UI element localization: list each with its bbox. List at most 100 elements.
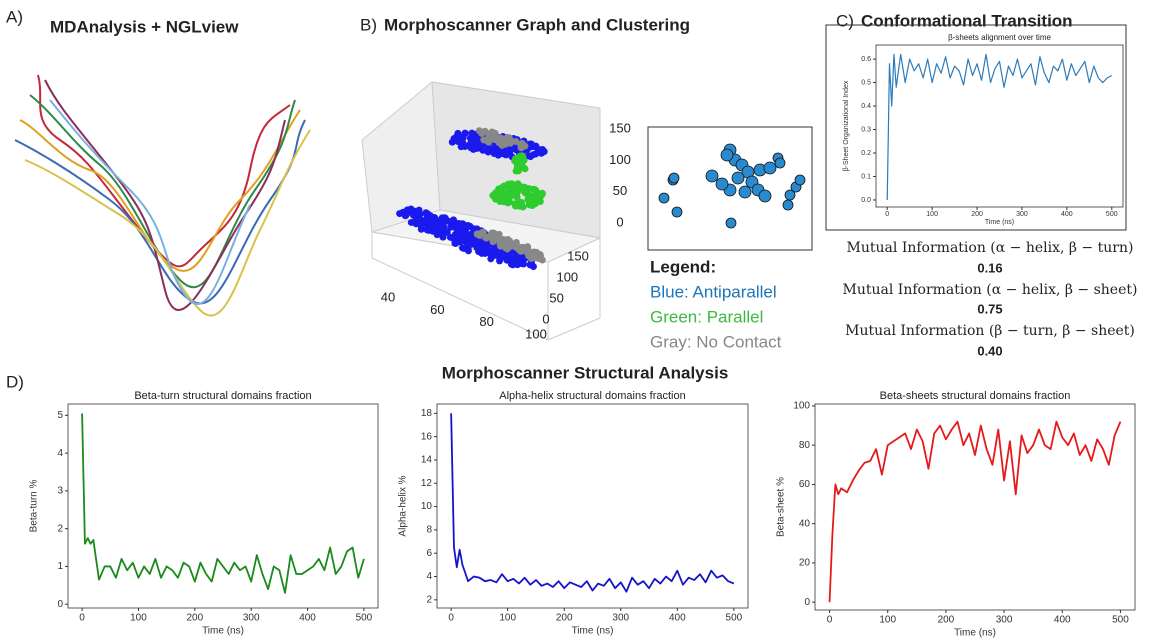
chart-frame	[826, 25, 1126, 230]
mi-value: 0.40	[977, 343, 1002, 358]
x-tick-label: 100	[499, 613, 516, 624]
x-axis-label: Time (ns)	[572, 626, 614, 637]
graph-node	[726, 218, 736, 228]
y-tick-label: 0.1	[861, 173, 871, 180]
graph-node	[759, 190, 771, 202]
chart-title: Beta-sheets structural domains fraction	[880, 390, 1071, 402]
x-tick-label: 100	[130, 613, 147, 624]
x-tick-label: 200	[556, 613, 573, 624]
protein-render	[15, 75, 310, 316]
x-axis-label: Time (ns)	[985, 219, 1014, 226]
graph-node	[659, 193, 669, 203]
scatter-dot	[449, 139, 456, 146]
scatter-dot	[485, 149, 492, 156]
tick-label-3d: 80	[479, 314, 493, 329]
scatter-dot	[459, 139, 466, 146]
scatter-dot	[465, 247, 472, 254]
panel-label: C)	[836, 11, 854, 30]
tick-label-3d: 40	[381, 289, 395, 304]
x-tick-label: 200	[938, 615, 955, 626]
y-tick-label: 2	[57, 523, 63, 534]
x-tick-label: 100	[926, 211, 938, 218]
x-tick-label: 500	[1106, 211, 1118, 218]
y-axis-label: Beta-sheet %	[776, 477, 787, 537]
plot-frame	[68, 404, 378, 608]
tick-label-3d: 50	[613, 183, 627, 198]
x-tick-label: 300	[243, 613, 260, 624]
figure: A) MDAnalysis + NGLview B) Morphoscanner…	[0, 0, 1153, 643]
scatter-dot	[491, 131, 498, 138]
scatter-dot	[495, 232, 502, 239]
scatter-dot	[454, 132, 461, 139]
y-tick-label: 20	[799, 558, 811, 569]
y-tick-label: 40	[799, 518, 811, 529]
data-line	[830, 422, 1121, 602]
scatter-dot	[404, 207, 411, 214]
scatter-dot	[413, 220, 420, 227]
y-tick-label: 10	[421, 501, 433, 512]
chart-title: Beta-turn structural domains fraction	[134, 390, 311, 402]
scatter-dot	[530, 263, 537, 270]
chart-title: Alpha-helix structural domains fraction	[499, 390, 685, 402]
scatter-dot	[495, 152, 502, 159]
legend-item: Green: Parallel	[650, 307, 763, 326]
y-axis-label: Beta-turn %	[29, 479, 40, 532]
scatter-dot	[519, 162, 526, 169]
y-tick-label: 3	[57, 486, 63, 497]
graph-node	[783, 200, 793, 210]
graph-node	[716, 178, 728, 190]
mi-value: 0.16	[977, 260, 1002, 275]
mi-label: Mutual Information (α − helix, β − turn)	[847, 240, 1134, 256]
tick-label-3d: 50	[549, 290, 563, 305]
y-tick-label: 1	[57, 561, 63, 572]
y-tick-label: 12	[421, 478, 433, 489]
scatter-dot	[474, 230, 481, 237]
x-tick-label: 300	[1016, 211, 1028, 218]
tick-label-3d: 150	[609, 120, 631, 135]
scatter-dot	[525, 252, 532, 259]
scatter-dot	[463, 222, 470, 229]
y-tick-label: 100	[793, 401, 810, 412]
scatter-dot	[537, 251, 544, 258]
graph-node	[775, 158, 785, 168]
y-tick-label: 4	[426, 571, 432, 582]
x-axis-label: Time (ns)	[202, 626, 244, 637]
y-tick-label: 0.0	[861, 197, 871, 204]
graph-node	[795, 175, 805, 185]
y-axis-label: β-Sheet Organizational Index	[843, 80, 850, 171]
x-tick-label: 200	[186, 613, 203, 624]
scatter-dot	[410, 212, 417, 219]
x-tick-label: 300	[996, 615, 1013, 626]
scatter-dot	[518, 144, 525, 151]
scatter-dot	[483, 137, 490, 144]
y-tick-label: 60	[799, 479, 811, 490]
graph-node	[721, 149, 733, 161]
scatter-dot	[512, 203, 519, 210]
x-tick-label: 400	[1054, 615, 1071, 626]
y-tick-label: 8	[426, 525, 432, 536]
tick-label-3d: 100	[525, 326, 547, 341]
scatter-dot	[505, 194, 512, 201]
panel-label: D)	[6, 372, 24, 391]
scatter-dot	[489, 252, 496, 259]
x-tick-label: 0	[827, 615, 833, 626]
y-tick-label: 0	[804, 597, 810, 608]
data-line	[82, 413, 364, 592]
tick-label-3d: 0	[542, 311, 549, 326]
y-tick-label: 0.5	[861, 79, 871, 86]
scatter-dot	[539, 146, 546, 153]
scatter-3d	[362, 82, 600, 340]
x-tick-label: 400	[299, 613, 316, 624]
line-chart: Beta-sheets structural domains fraction 0…	[776, 390, 1135, 639]
x-tick-label: 500	[1112, 615, 1129, 626]
panel-label: B)	[360, 15, 377, 34]
tick-label-3d: 100	[609, 152, 631, 167]
y-tick-label: 0	[57, 599, 63, 610]
scatter-dot	[504, 236, 511, 243]
scatter-dot	[483, 244, 490, 251]
legend-title: Legend:	[650, 257, 716, 276]
x-tick-label: 0	[885, 211, 889, 218]
panel-title: MDAnalysis + NGLview	[50, 17, 239, 36]
scatter-dot	[421, 218, 428, 225]
scatter-dot	[473, 239, 480, 246]
